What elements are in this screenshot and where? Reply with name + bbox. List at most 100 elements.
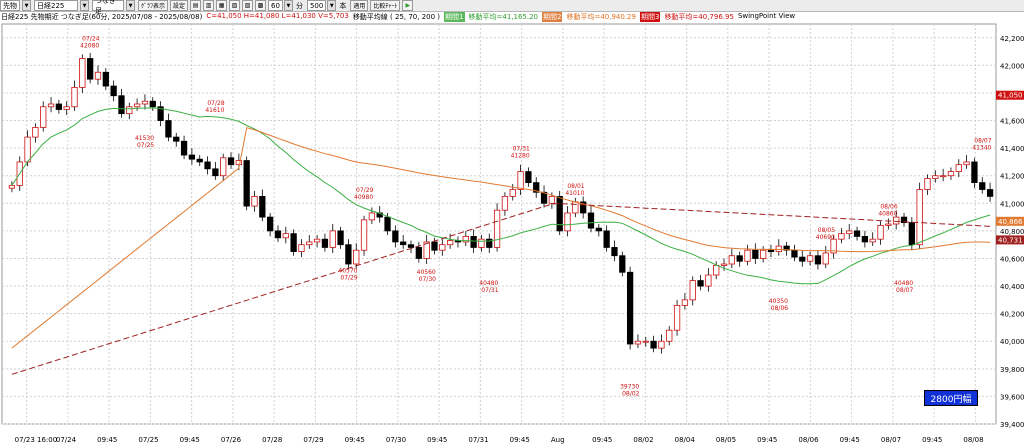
ma3-value: 移動平均=40,796.95 bbox=[664, 13, 734, 21]
candle bbox=[806, 255, 814, 262]
candle bbox=[94, 71, 102, 80]
swing-high-date: 08/07 bbox=[974, 137, 991, 144]
chart-icon[interactable]: ▤ bbox=[190, 0, 202, 11]
x-tick-label: 07/26 bbox=[221, 436, 242, 444]
ma-label: 移動平均線 ( 25, 70, 200 ) bbox=[352, 13, 441, 21]
chevron-down-icon[interactable]: ▼ bbox=[283, 0, 293, 11]
candle bbox=[220, 157, 227, 177]
table-icon[interactable]: ▨ bbox=[242, 0, 254, 11]
y-tick-label: 40,000 bbox=[1000, 338, 1024, 346]
candle bbox=[869, 238, 876, 243]
apply-button[interactable]: 適用 bbox=[350, 0, 369, 11]
candle bbox=[744, 249, 751, 262]
ma70-price-tag bbox=[996, 216, 1024, 226]
settings-button[interactable]: 設定 bbox=[170, 0, 189, 11]
candle bbox=[493, 209, 501, 248]
candle bbox=[814, 255, 822, 265]
candle bbox=[470, 236, 477, 248]
candle bbox=[337, 230, 344, 246]
list-icon[interactable]: ▩ bbox=[255, 0, 267, 11]
swing-low-value: 40480 bbox=[894, 280, 913, 287]
swing-low-date: 07/25 bbox=[137, 142, 154, 149]
candle bbox=[133, 103, 141, 108]
candle bbox=[736, 255, 743, 262]
candle bbox=[282, 233, 289, 239]
candle bbox=[55, 103, 63, 110]
x-tick-label: 09:45 bbox=[510, 436, 530, 444]
bar-icon[interactable]: ▥ bbox=[203, 0, 215, 11]
candle bbox=[251, 196, 258, 207]
candle bbox=[407, 244, 415, 248]
x-tick-label: 08/05 bbox=[716, 436, 736, 444]
candle bbox=[877, 224, 884, 240]
candle bbox=[321, 238, 329, 248]
swing-low-date: 08/06 bbox=[771, 305, 788, 312]
chevron-down-icon[interactable]: ▼ bbox=[126, 0, 135, 11]
chevron-down-icon[interactable]: ▼ bbox=[22, 0, 31, 11]
candle bbox=[595, 227, 602, 232]
chevron-down-icon[interactable]: ▼ bbox=[80, 0, 89, 11]
y-tick-label: 42,000 bbox=[1000, 62, 1024, 70]
swing-high-date: 08/05 bbox=[818, 227, 835, 234]
ma200-price-tag-label: 40,731 bbox=[998, 236, 1023, 244]
candle bbox=[227, 157, 235, 166]
candle bbox=[368, 212, 376, 221]
contract-select[interactable]: つなぎ足 bbox=[92, 0, 124, 15]
candle bbox=[384, 216, 391, 232]
candle bbox=[47, 103, 55, 108]
chart-title: 日経225 先物期近 つなぎ足(60分, 2025/07/08 - 2025/0… bbox=[1, 13, 203, 21]
contract-value: つなぎ足 bbox=[95, 0, 116, 15]
last-price-tag bbox=[996, 90, 1024, 100]
candle bbox=[126, 106, 133, 115]
chart-toolbar: 先物 ▼ 日経225 ▼ つなぎ足 ▼ ｸﾞﾗﾌ表示 設定 ▤ ▥ ▦ ▧ ▨ … bbox=[0, 0, 1024, 15]
swing-low-value: 40350 bbox=[769, 298, 788, 305]
chevron-down-icon[interactable]: ▼ bbox=[327, 0, 337, 11]
candle bbox=[885, 223, 892, 226]
x-tick-label: 09:45 bbox=[97, 436, 117, 444]
arrow-right-icon[interactable]: ▶ bbox=[402, 0, 414, 11]
display-button[interactable]: ｸﾞﾗﾌ表示 bbox=[138, 0, 169, 11]
candle bbox=[728, 255, 735, 265]
ma3-tag: 期間3 bbox=[639, 12, 661, 22]
candle bbox=[939, 175, 947, 178]
swing-low-value: 39730 bbox=[620, 383, 639, 390]
x-tick-label: 08/07 bbox=[881, 436, 901, 444]
candle bbox=[619, 255, 626, 273]
candle bbox=[353, 249, 360, 265]
candle bbox=[188, 154, 196, 160]
ma70-price-tag-label: 40,866 bbox=[998, 218, 1023, 226]
candle bbox=[525, 171, 532, 184]
candle bbox=[713, 264, 720, 276]
ma2-value: 移動平均=40,940.29 bbox=[566, 13, 636, 21]
line-icon[interactable]: ▧ bbox=[229, 0, 241, 11]
candle bbox=[564, 212, 571, 232]
candle bbox=[196, 158, 203, 163]
grid-icon[interactable]: ▦ bbox=[216, 0, 228, 11]
candle bbox=[40, 106, 47, 128]
candle bbox=[235, 160, 242, 166]
candle bbox=[204, 161, 211, 170]
y-tick-label: 40,200 bbox=[1000, 311, 1024, 319]
swing-low-date: 07/31 bbox=[481, 287, 498, 294]
candle bbox=[259, 196, 266, 218]
index-select[interactable]: 日経225 bbox=[34, 0, 78, 11]
candle bbox=[548, 196, 556, 204]
candle bbox=[846, 230, 853, 235]
ma2-tag: 期間2 bbox=[542, 12, 563, 22]
y-tick-label: 41,000 bbox=[1000, 200, 1024, 208]
symbol-select[interactable]: 先物 bbox=[0, 0, 20, 11]
candle bbox=[830, 238, 837, 254]
bars-input[interactable]: 500 bbox=[306, 0, 327, 11]
swing-high-date: 07/29 bbox=[356, 187, 373, 194]
x-tick-label: 08/02 bbox=[633, 436, 653, 444]
candle bbox=[673, 304, 681, 331]
x-tick-label: 07/24 bbox=[56, 436, 77, 444]
x-tick-label: 08/08 bbox=[963, 436, 983, 444]
candle bbox=[963, 161, 970, 166]
candle bbox=[79, 58, 86, 88]
x-tick-label: 08/06 bbox=[798, 436, 819, 444]
compare-chart-button[interactable]: 比較ﾁｬｰﾄ bbox=[370, 0, 401, 11]
candle bbox=[580, 201, 587, 214]
period-input[interactable]: 60 bbox=[268, 0, 283, 11]
